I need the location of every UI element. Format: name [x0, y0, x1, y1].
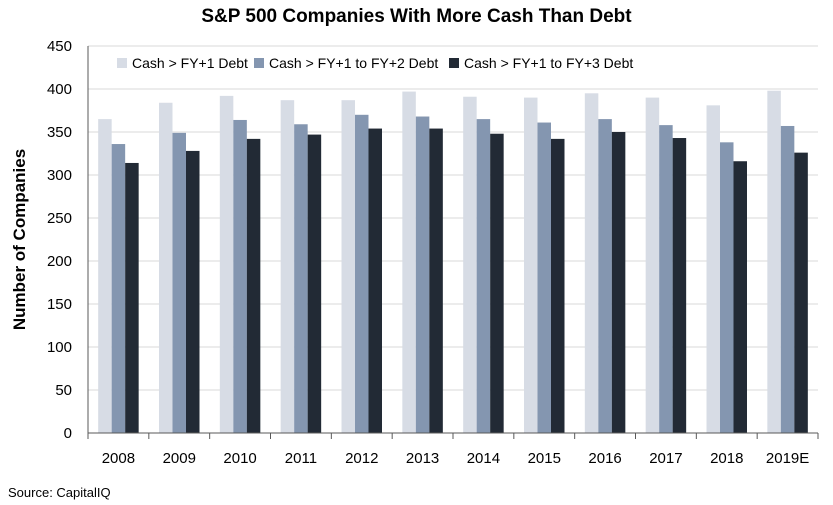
y-axis-title: Number of Companies — [10, 149, 29, 330]
bar — [645, 97, 660, 433]
bar — [219, 95, 234, 433]
y-tick-label: 400 — [47, 81, 72, 98]
x-tick-label: 2018 — [710, 450, 743, 467]
bar — [172, 132, 186, 434]
bar — [598, 119, 612, 433]
y-tick-label: 150 — [47, 296, 72, 313]
x-tick-label: 2010 — [223, 450, 256, 467]
bar — [672, 138, 687, 433]
y-tick-label: 100 — [47, 339, 72, 356]
y-tick-label: 50 — [55, 382, 72, 399]
legend-swatch — [254, 58, 264, 68]
x-tick-label: 2017 — [649, 450, 682, 467]
bar — [767, 90, 781, 433]
bar — [794, 152, 808, 433]
y-tick-label: 350 — [47, 124, 72, 141]
bar — [355, 114, 369, 434]
bar — [307, 134, 322, 433]
bar — [98, 119, 112, 433]
x-tick-label: 2012 — [345, 450, 378, 467]
axes: 0 50 100 150 200 250 300 350 400 450 2008 2009 2010 2… — [10, 38, 819, 467]
bar — [402, 91, 416, 433]
y-tick-label: 200 — [47, 253, 72, 270]
bar — [186, 150, 200, 434]
x-tick-label: 2011 — [285, 450, 317, 467]
y-tick-label: 0 — [64, 425, 72, 442]
x-tick-label: 2016 — [588, 450, 621, 467]
bar — [551, 138, 565, 433]
bar — [429, 128, 443, 433]
bar — [233, 119, 247, 434]
bar — [706, 105, 720, 433]
legend-label: Cash > FY+1 Debt — [132, 55, 248, 71]
bar — [720, 142, 734, 433]
bar — [490, 133, 504, 433]
bar — [476, 119, 491, 433]
bar — [780, 125, 795, 433]
legend-label: Cash > FY+1 to FY+2 Debt — [269, 55, 438, 71]
bar — [463, 96, 477, 434]
legend-label: Cash > FY+1 to FY+3 Debt — [464, 55, 633, 71]
bar — [125, 162, 139, 433]
legend-swatch — [117, 58, 127, 68]
bar — [584, 93, 599, 434]
bars — [98, 90, 808, 434]
x-tick-label: 2008 — [102, 450, 135, 467]
bar — [611, 132, 626, 433]
bar — [524, 97, 538, 433]
x-tick-label: 2019E — [766, 450, 809, 467]
bar — [537, 122, 551, 433]
bar — [659, 125, 673, 434]
bar — [111, 144, 126, 434]
y-tick-label: 450 — [47, 38, 72, 55]
bar — [294, 124, 308, 433]
bar — [280, 100, 295, 434]
gridlines — [88, 45, 818, 391]
bar — [159, 102, 173, 433]
x-tick-label: 2015 — [528, 450, 561, 467]
y-tick-label: 250 — [47, 210, 72, 227]
legend: Cash > FY+1 Debt Cash > FY+1 to FY+2 Debt… — [117, 55, 633, 71]
bar — [246, 138, 261, 433]
chart-title: S&P 500 Companies With More Cash Than De… — [201, 6, 632, 27]
bar — [415, 116, 430, 434]
bar — [368, 128, 382, 433]
source-note: Source: CapitalIQ — [8, 485, 111, 500]
y-tick-label: 300 — [47, 167, 72, 184]
bar — [733, 161, 747, 434]
legend-swatch — [449, 58, 459, 68]
x-tick-label: 2014 — [467, 450, 500, 467]
x-tick-label: 2009 — [163, 450, 196, 467]
bar — [341, 100, 355, 434]
x-tick-label: 2013 — [406, 450, 439, 467]
